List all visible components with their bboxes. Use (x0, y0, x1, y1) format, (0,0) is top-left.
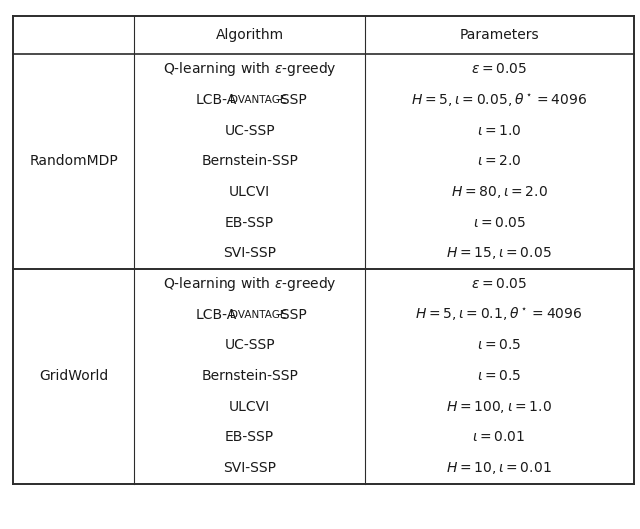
Text: Bernstein-SSP: Bernstein-SSP (201, 154, 298, 168)
Text: $\iota = 2.0$: $\iota = 2.0$ (477, 154, 522, 168)
Text: $\epsilon = 0.05$: $\epsilon = 0.05$ (471, 62, 527, 76)
Text: $H = 100, \iota = 1.0$: $H = 100, \iota = 1.0$ (446, 399, 552, 415)
Text: -SSP: -SSP (276, 93, 307, 107)
Text: Algorithm: Algorithm (216, 28, 284, 42)
Text: $\iota = 1.0$: $\iota = 1.0$ (477, 124, 522, 138)
Text: Bernstein-SSP: Bernstein-SSP (201, 369, 298, 383)
Text: Q-learning with $\epsilon$-greedy: Q-learning with $\epsilon$-greedy (163, 60, 337, 78)
Text: UC-SSP: UC-SSP (224, 124, 275, 138)
Text: LCB-A: LCB-A (0, 528, 1, 529)
Text: LCB-A: LCB-A (195, 308, 236, 322)
Text: RandomMDP: RandomMDP (29, 154, 118, 168)
Text: LCB-A: LCB-A (195, 93, 236, 107)
Text: Parameters: Parameters (460, 28, 539, 42)
Text: $\iota = 0.01$: $\iota = 0.01$ (472, 431, 526, 444)
Text: $H = 5, \iota = 0.05, \theta^\star = 4096$: $H = 5, \iota = 0.05, \theta^\star = 409… (411, 92, 588, 108)
Text: $\iota = 0.5$: $\iota = 0.5$ (477, 339, 522, 352)
Text: $H = 80, \iota = 2.0$: $H = 80, \iota = 2.0$ (451, 184, 548, 200)
Text: ULCVI: ULCVI (229, 185, 270, 199)
Text: EB-SSP: EB-SSP (225, 431, 274, 444)
Text: -SSP: -SSP (276, 308, 307, 322)
Text: $\iota = 0.5$: $\iota = 0.5$ (477, 369, 522, 383)
Text: $H = 15, \iota = 0.05$: $H = 15, \iota = 0.05$ (447, 245, 552, 261)
Text: Q-learning with $\epsilon$-greedy: Q-learning with $\epsilon$-greedy (163, 275, 337, 293)
Text: SVI-SSP: SVI-SSP (223, 247, 276, 260)
Text: GridWorld: GridWorld (39, 369, 108, 383)
Text: DVANTAGE: DVANTAGE (230, 95, 287, 105)
Text: LCB-A: LCB-A (0, 528, 1, 529)
Text: EB-SSP: EB-SSP (225, 216, 274, 230)
Text: $\iota = 0.05$: $\iota = 0.05$ (472, 216, 526, 230)
Text: $H = 10, \iota = 0.01$: $H = 10, \iota = 0.01$ (446, 460, 552, 476)
Text: DVANTAGE: DVANTAGE (230, 310, 287, 320)
Text: $H = 5, \iota = 0.1, \theta^\star = 4096$: $H = 5, \iota = 0.1, \theta^\star = 4096… (415, 306, 583, 323)
Text: ULCVI: ULCVI (229, 400, 270, 414)
Text: UC-SSP: UC-SSP (224, 339, 275, 352)
Text: $\epsilon = 0.05$: $\epsilon = 0.05$ (471, 277, 527, 291)
Text: SVI-SSP: SVI-SSP (223, 461, 276, 475)
